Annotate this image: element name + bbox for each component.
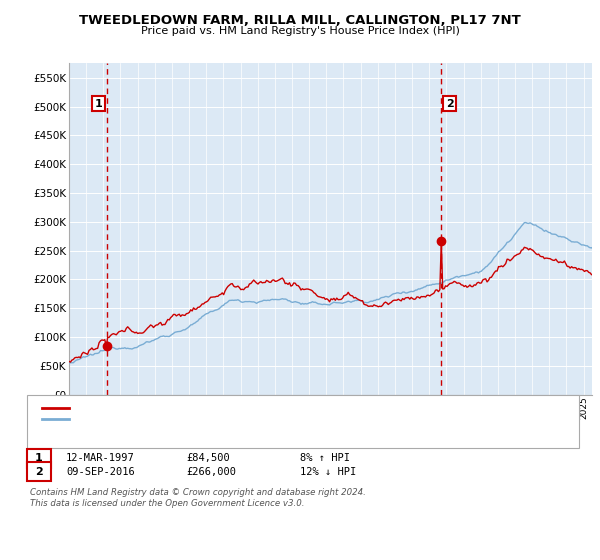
Text: HPI: Average price, detached house, Cornwall: HPI: Average price, detached house, Corn… [73, 414, 296, 424]
Text: 2: 2 [446, 99, 454, 109]
Text: £266,000: £266,000 [186, 466, 236, 477]
Text: 8% ↑ HPI: 8% ↑ HPI [300, 453, 350, 463]
Text: Price paid vs. HM Land Registry's House Price Index (HPI): Price paid vs. HM Land Registry's House … [140, 26, 460, 36]
Text: 1: 1 [94, 99, 102, 109]
Text: £84,500: £84,500 [186, 453, 230, 463]
Text: TWEEDLEDOWN FARM, RILLA MILL, CALLINGTON, PL17 7NT: TWEEDLEDOWN FARM, RILLA MILL, CALLINGTON… [79, 14, 521, 27]
Text: 12-MAR-1997: 12-MAR-1997 [66, 453, 135, 463]
Text: 09-SEP-2016: 09-SEP-2016 [66, 466, 135, 477]
Text: Contains HM Land Registry data © Crown copyright and database right 2024.
This d: Contains HM Land Registry data © Crown c… [30, 488, 366, 508]
Text: 2: 2 [35, 466, 43, 477]
Text: 1: 1 [35, 453, 43, 463]
Text: TWEEDLEDOWN FARM, RILLA MILL, CALLINGTON, PL17 7NT (detached house): TWEEDLEDOWN FARM, RILLA MILL, CALLINGTON… [73, 403, 452, 413]
Text: 12% ↓ HPI: 12% ↓ HPI [300, 466, 356, 477]
